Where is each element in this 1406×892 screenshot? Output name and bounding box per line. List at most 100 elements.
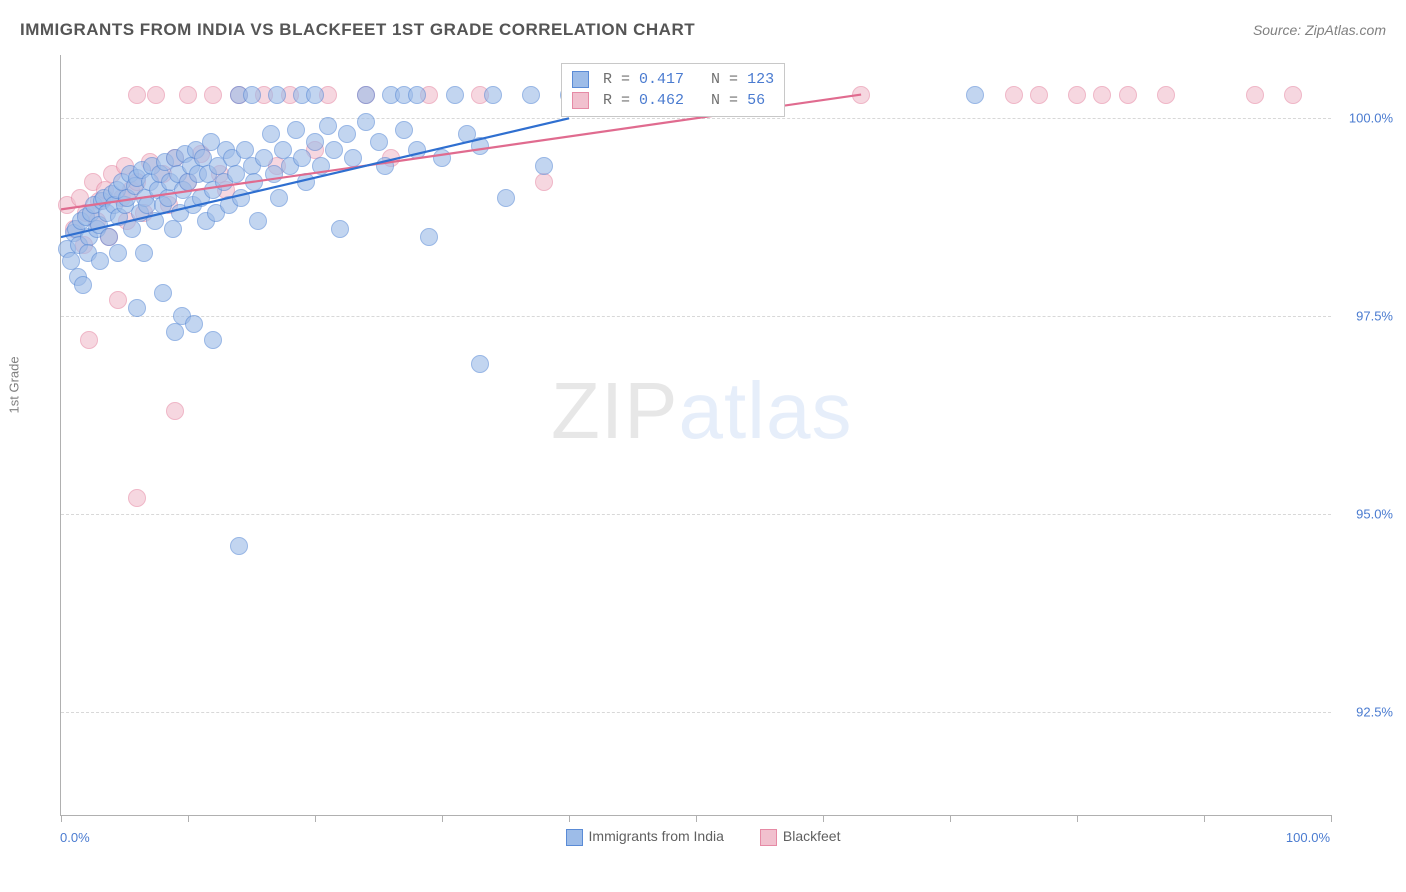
x-tick	[61, 815, 62, 822]
scatter-point-a	[344, 149, 362, 167]
scatter-point-a	[966, 86, 984, 104]
scatter-point-a	[146, 212, 164, 230]
scatter-point-b	[204, 86, 222, 104]
gridline	[61, 316, 1331, 317]
y-axis-label: 1st Grade	[7, 356, 22, 413]
chart-title: IMMIGRANTS FROM INDIA VS BLACKFEET 1ST G…	[20, 20, 695, 40]
scatter-point-b	[1093, 86, 1111, 104]
y-tick-label: 95.0%	[1356, 507, 1393, 522]
scatter-point-a	[262, 125, 280, 143]
x-tick	[1204, 815, 1205, 822]
scatter-point-a	[522, 86, 540, 104]
scatter-point-a	[357, 113, 375, 131]
scatter-point-a	[109, 244, 127, 262]
scatter-point-a	[249, 212, 267, 230]
legend-swatch-a	[566, 829, 583, 846]
scatter-point-b	[1157, 86, 1175, 104]
scatter-point-a	[91, 252, 109, 270]
scatter-point-a	[535, 157, 553, 175]
gridline	[61, 514, 1331, 515]
x-tick	[1331, 815, 1332, 822]
scatter-point-a	[166, 323, 184, 341]
scatter-point-b	[109, 291, 127, 309]
scatter-point-b	[1284, 86, 1302, 104]
x-tick	[569, 815, 570, 822]
scatter-point-b	[1005, 86, 1023, 104]
scatter-point-a	[123, 220, 141, 238]
legend-item-a: Immigrants from India	[566, 828, 724, 846]
chart-header: IMMIGRANTS FROM INDIA VS BLACKFEET 1ST G…	[20, 20, 1386, 40]
scatter-point-a	[319, 117, 337, 135]
y-tick-label: 100.0%	[1349, 111, 1393, 126]
scatter-point-a	[497, 189, 515, 207]
x-tick	[950, 815, 951, 822]
scatter-point-a	[338, 125, 356, 143]
scatter-point-a	[395, 121, 413, 139]
scatter-point-b	[179, 86, 197, 104]
gridline	[61, 118, 1331, 119]
scatter-point-a	[287, 121, 305, 139]
scatter-point-b	[1119, 86, 1137, 104]
x-tick	[1077, 815, 1078, 822]
scatter-point-a	[293, 149, 311, 167]
scatter-point-a	[325, 141, 343, 159]
scatter-point-a	[357, 86, 375, 104]
scatter-point-a	[420, 228, 438, 246]
scatter-point-a	[128, 299, 146, 317]
scatter-point-a	[306, 133, 324, 151]
legend-label-a: Immigrants from India	[589, 828, 724, 844]
scatter-point-a	[232, 189, 250, 207]
watermark-zip: ZIP	[551, 366, 678, 455]
legend-label-b: Blackfeet	[783, 828, 841, 844]
scatter-point-a	[312, 157, 330, 175]
scatter-point-a	[306, 86, 324, 104]
x-tick	[696, 815, 697, 822]
stat-legend-row: R = 0.462 N = 56	[572, 90, 774, 111]
scatter-point-b	[147, 86, 165, 104]
scatter-point-a	[245, 173, 263, 191]
scatter-point-b	[1030, 86, 1048, 104]
scatter-point-b	[1068, 86, 1086, 104]
scatter-point-a	[446, 86, 464, 104]
y-tick-label: 92.5%	[1356, 705, 1393, 720]
x-tick	[315, 815, 316, 822]
x-tick	[442, 815, 443, 822]
scatter-point-b	[128, 86, 146, 104]
scatter-point-b	[535, 173, 553, 191]
scatter-point-b	[1246, 86, 1264, 104]
scatter-point-b	[166, 402, 184, 420]
scatter-point-a	[297, 173, 315, 191]
stat-swatch	[572, 92, 589, 109]
gridline	[61, 712, 1331, 713]
scatter-point-a	[243, 86, 261, 104]
stat-legend: R = 0.417 N = 123 R = 0.462 N = 56	[561, 63, 785, 117]
scatter-point-a	[204, 331, 222, 349]
scatter-point-a	[268, 86, 286, 104]
scatter-point-b	[80, 331, 98, 349]
stat-swatch	[572, 71, 589, 88]
scatter-point-a	[74, 276, 92, 294]
scatter-point-b	[128, 489, 146, 507]
scatter-point-a	[484, 86, 502, 104]
scatter-point-a	[370, 133, 388, 151]
scatter-point-a	[471, 137, 489, 155]
scatter-point-a	[164, 220, 182, 238]
scatter-point-a	[255, 149, 273, 167]
scatter-point-b	[852, 86, 870, 104]
scatter-point-a	[154, 284, 172, 302]
scatter-point-a	[185, 315, 203, 333]
scatter-point-a	[408, 86, 426, 104]
x-tick	[823, 815, 824, 822]
scatter-point-a	[408, 141, 426, 159]
source-label: Source: ZipAtlas.com	[1253, 22, 1386, 38]
scatter-point-a	[471, 355, 489, 373]
stat-text: R = 0.462 N = 56	[603, 92, 765, 109]
scatter-point-a	[331, 220, 349, 238]
stat-text: R = 0.417 N = 123	[603, 71, 774, 88]
scatter-point-a	[270, 189, 288, 207]
x-tick	[188, 815, 189, 822]
y-tick-label: 97.5%	[1356, 309, 1393, 324]
watermark-atlas: atlas	[678, 366, 852, 455]
scatter-point-a	[135, 244, 153, 262]
scatter-point-a	[376, 157, 394, 175]
